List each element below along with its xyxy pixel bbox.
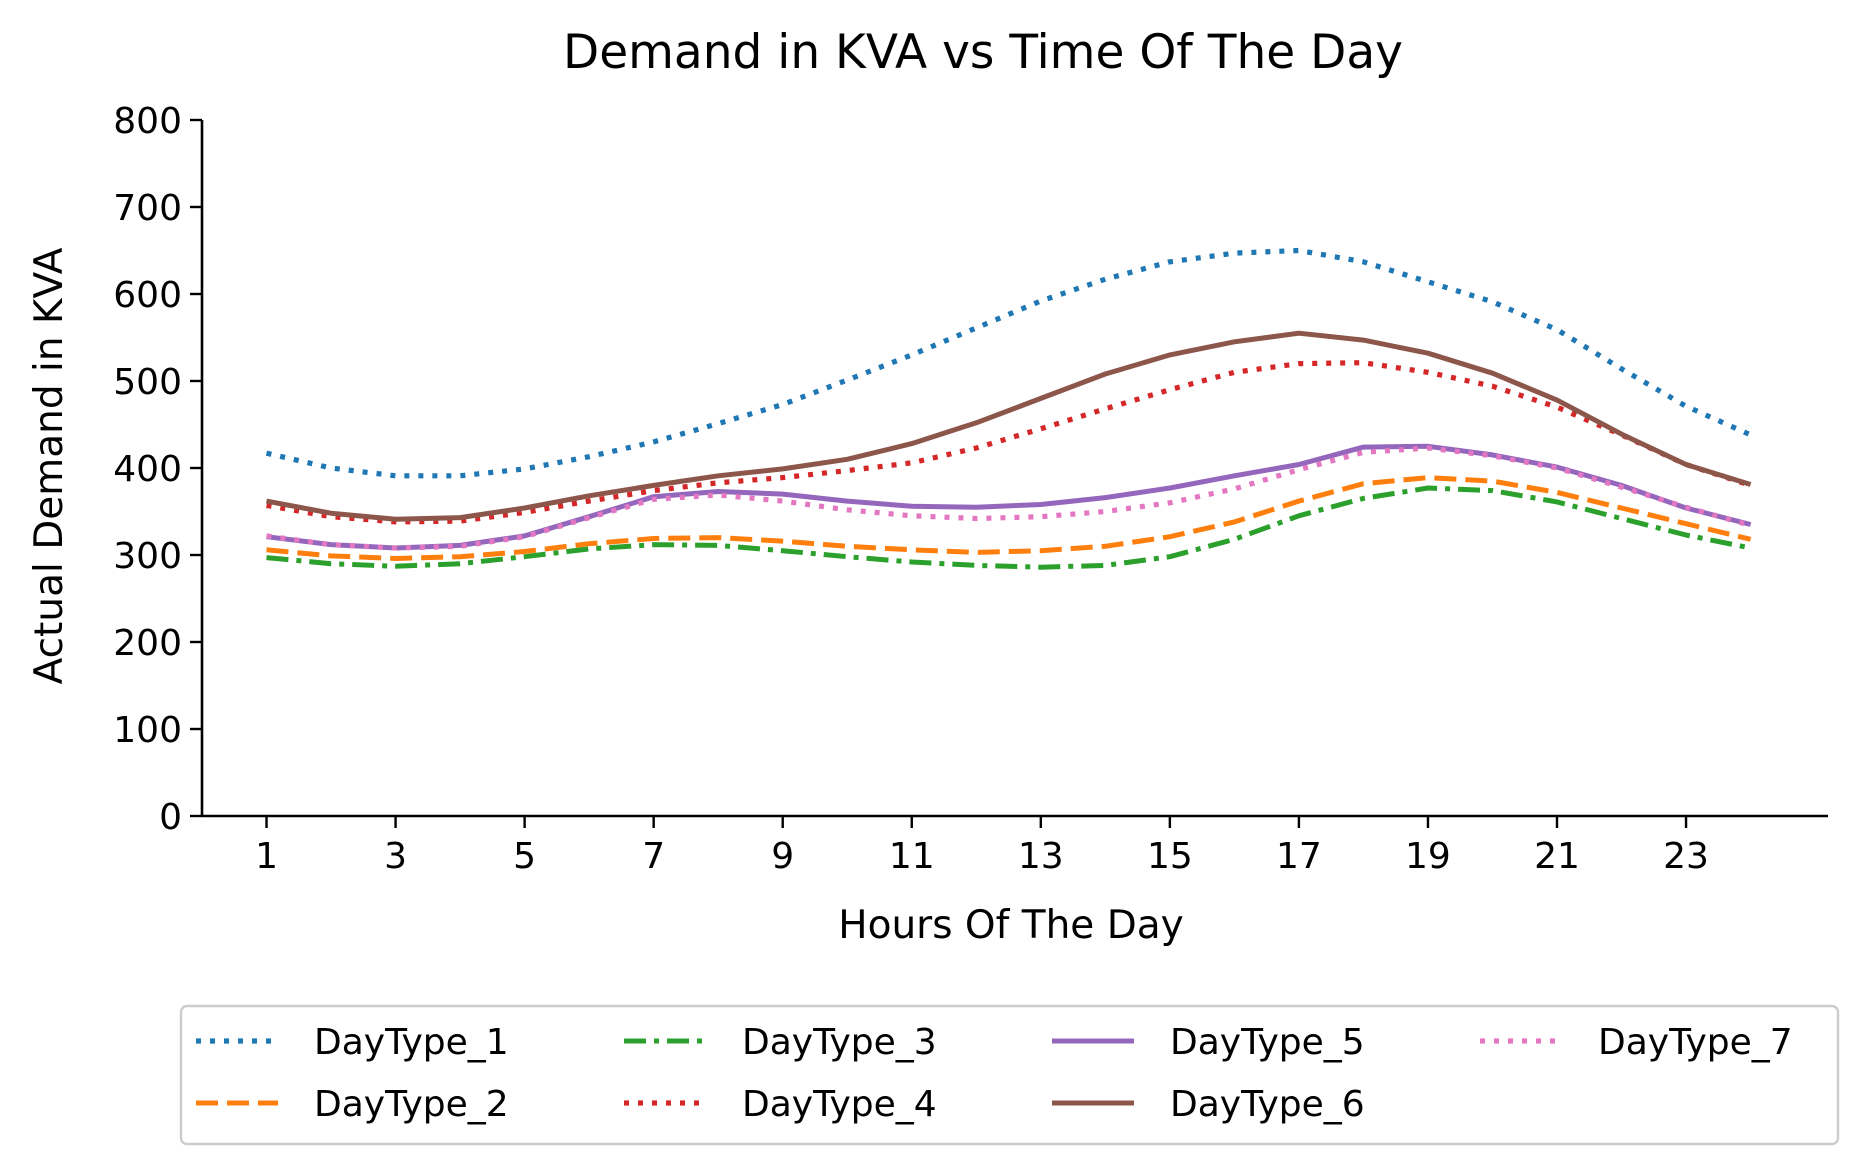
series-line-2 (266, 475, 1752, 561)
legend-label-5: DayType_5 (1170, 1022, 1365, 1063)
x-tick-label: 19 (1405, 836, 1451, 877)
x-axis-label: Hours Of The Day (838, 903, 1183, 948)
legend-label-6: DayType_6 (1170, 1084, 1365, 1125)
y-tick-label: 300 (113, 536, 182, 577)
y-tick-label: 800 (113, 101, 182, 142)
series-line-1 (265, 247, 1752, 479)
legend-label-1: DayType_1 (314, 1022, 509, 1063)
legend-label-3: DayType_3 (742, 1022, 937, 1063)
x-tick-label: 1 (255, 836, 278, 877)
x-tick-label: 5 (513, 836, 536, 877)
x-tick-label: 11 (889, 836, 935, 877)
x-tick-label: 7 (642, 836, 665, 877)
legend-label-7: DayType_7 (1598, 1022, 1793, 1063)
legend: DayType_1 DayType_2 DayType_3 DayType_4 DayT… (179, 1004, 1840, 1146)
legend-label-2: DayType_2 (314, 1084, 509, 1125)
chart-title: Demand in KVA vs Time Of The Day (563, 25, 1403, 80)
y-tick-label: 600 (113, 275, 182, 316)
y-tick-label: 700 (113, 188, 182, 229)
plot-lines (265, 247, 1752, 570)
y-tick-label: 500 (113, 362, 182, 403)
x-tick-label: 17 (1276, 836, 1322, 877)
y-tick-label: 100 (113, 710, 182, 751)
series-line-3 (266, 485, 1752, 570)
x-tick-label: 15 (1147, 836, 1193, 877)
series-line-7 (266, 445, 1752, 551)
legend-box (179, 1004, 1840, 1146)
y-tick-label: 0 (159, 797, 182, 838)
series-line-6 (266, 330, 1752, 522)
x-tick-label: 3 (384, 836, 407, 877)
x-tick-label: 23 (1663, 836, 1709, 877)
series-line-5 (266, 443, 1752, 551)
y-axis-label: Actual Demand in KVA (27, 247, 72, 684)
x-tick-label: 21 (1534, 836, 1580, 877)
legend-label-4: DayType_4 (742, 1084, 937, 1125)
x-tick-label: 13 (1018, 836, 1064, 877)
y-tick-label: 400 (113, 449, 182, 490)
x-tick-label: 9 (771, 836, 794, 877)
y-tick-label: 200 (113, 623, 182, 664)
